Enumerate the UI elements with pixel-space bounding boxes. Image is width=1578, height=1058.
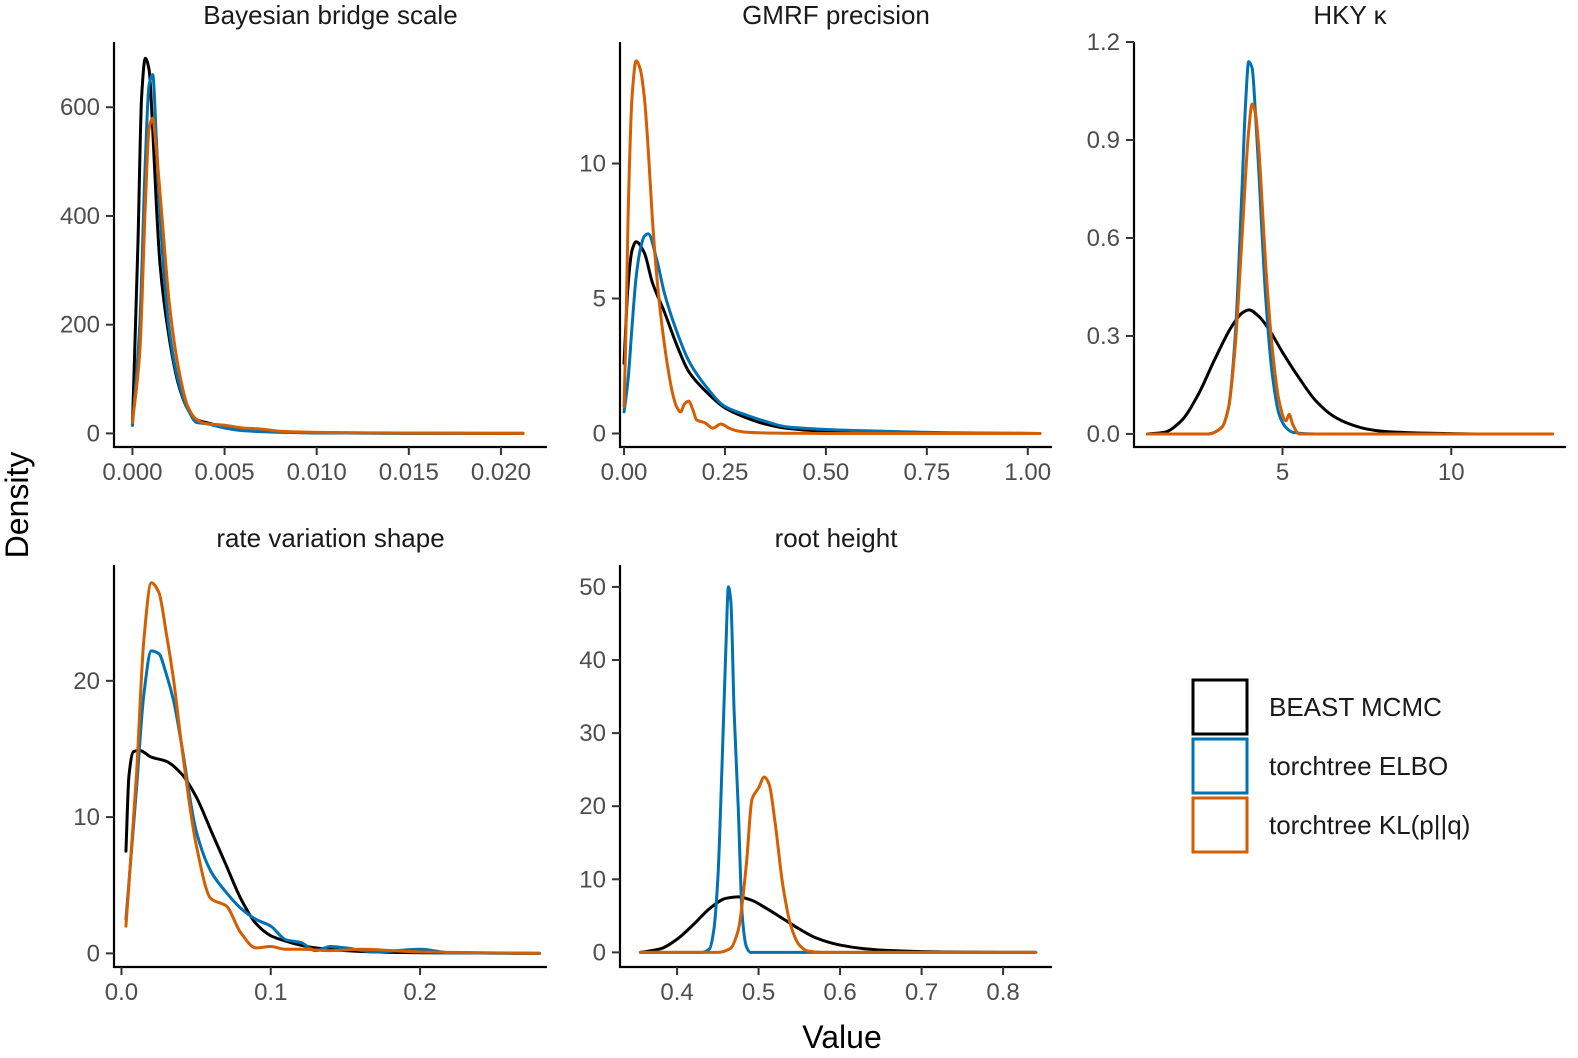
legend-key-torchtree-kl-p-q	[1191, 796, 1249, 854]
y-tick-label: 20	[579, 793, 606, 820]
y-tick-label: 0.0	[1087, 421, 1120, 448]
panel-bayesian-bridge-scale: Bayesian bridge scale 0.000 0.005 0.010 0.01…	[60, 0, 547, 486]
x-tick-label: 0.1	[254, 979, 287, 1006]
density-line-torchtree-elbo	[1146, 60, 1554, 436]
x-tick-label: 1.00	[1004, 459, 1051, 486]
legend-label: torchtree ELBO	[1269, 751, 1448, 781]
y-tick-label: 40	[579, 647, 606, 674]
panel-title: root height	[775, 523, 899, 553]
y-tick-label: 50	[579, 574, 606, 601]
density-line-beast-mcmc	[130, 56, 525, 435]
y-tick-label: 0	[593, 939, 606, 966]
y-tick-label: 30	[579, 720, 606, 747]
x-tick-label: 0.00	[601, 459, 648, 486]
x-tick-label: 0.020	[471, 459, 531, 486]
x-tick-label: 5	[1276, 459, 1289, 486]
y-tick-label: 0	[593, 421, 606, 448]
y-tick-label: 400	[60, 203, 100, 230]
y-tick-label: 0.6	[1087, 225, 1120, 252]
x-tick-label: 0.0	[105, 979, 138, 1006]
y-tick-label: 20	[73, 668, 100, 695]
density-line-beast-mcmc	[1146, 308, 1554, 436]
panel-root-height: root height 0.4 0.5 0.6 0.7 0.8 0 10 20 30 40 50	[579, 523, 1052, 1006]
legend-key-torchtree-elbo	[1191, 737, 1249, 795]
legend-label: torchtree KL(p||q)	[1269, 810, 1470, 840]
density-line-torchtree-elbo	[130, 73, 525, 435]
legend-key-beast-mcmc	[1191, 678, 1249, 736]
y-tick-label: 10	[579, 151, 606, 178]
x-tick-label: 0.8	[986, 979, 1019, 1006]
y-tick-label: 600	[60, 94, 100, 121]
x-tick-label: 0.000	[102, 459, 162, 486]
panel-rate-variation-shape: rate variation shape 0.0 0.1 0.2 0 10 20	[73, 523, 547, 1006]
density-line-torchtree-kl-p-q	[638, 775, 1038, 954]
density-line-torchtree-elbo	[638, 585, 1038, 954]
x-tick-label: 0.6	[823, 979, 856, 1006]
y-tick-label: 5	[593, 286, 606, 313]
y-axis-title: Density	[0, 452, 35, 559]
density-line-beast-mcmc	[622, 240, 1042, 435]
x-tick-label: 0.5	[742, 979, 775, 1006]
y-tick-label: 10	[73, 804, 100, 831]
x-tick-label: 0.015	[379, 459, 439, 486]
x-tick-label: 0.005	[195, 459, 255, 486]
y-tick-label: 0.9	[1087, 127, 1120, 154]
x-tick-label: 0.50	[803, 459, 850, 486]
density-line-torchtree-kl-p-q	[124, 581, 542, 955]
y-tick-label: 10	[579, 866, 606, 893]
y-tick-label: 0.3	[1087, 323, 1120, 350]
x-tick-label: 0.2	[403, 979, 436, 1006]
x-tick-label: 0.25	[702, 459, 749, 486]
density-line-torchtree-kl-p-q	[130, 116, 525, 435]
y-tick-label: 1.2	[1087, 29, 1120, 56]
panel-title: Bayesian bridge scale	[203, 0, 457, 30]
y-tick-label: 0	[87, 940, 100, 967]
density-line-torchtree-kl-p-q	[1146, 102, 1554, 436]
legend: BEAST MCMC torchtree ELBO torchtree KL(p||…	[1191, 678, 1470, 854]
legend-label: BEAST MCMC	[1269, 692, 1442, 722]
x-tick-label: 0.4	[660, 979, 693, 1006]
density-line-torchtree-kl-p-q	[622, 59, 1042, 436]
panel-gmrf-precision: GMRF precision 0.00 0.25 0.50 0.75 1.00 0 5 10	[579, 0, 1052, 486]
panel-title: HKY κ	[1313, 0, 1387, 30]
x-tick-label: 0.010	[287, 459, 347, 486]
y-tick-label: 0	[87, 420, 100, 447]
panel-hky: HKY κ 5 10 0.0 0.3 0.6 0.9 1.2	[1087, 0, 1566, 486]
x-tick-label: 10	[1438, 459, 1465, 486]
y-tick-label: 200	[60, 312, 100, 339]
density-line-torchtree-elbo	[622, 232, 1042, 435]
x-tick-label: 0.7	[905, 979, 938, 1006]
panel-title: rate variation shape	[216, 523, 444, 553]
x-axis-title: Value	[802, 1019, 881, 1055]
panel-title: GMRF precision	[742, 0, 930, 30]
x-tick-label: 0.75	[903, 459, 950, 486]
density-line-beast-mcmc	[638, 895, 1038, 954]
